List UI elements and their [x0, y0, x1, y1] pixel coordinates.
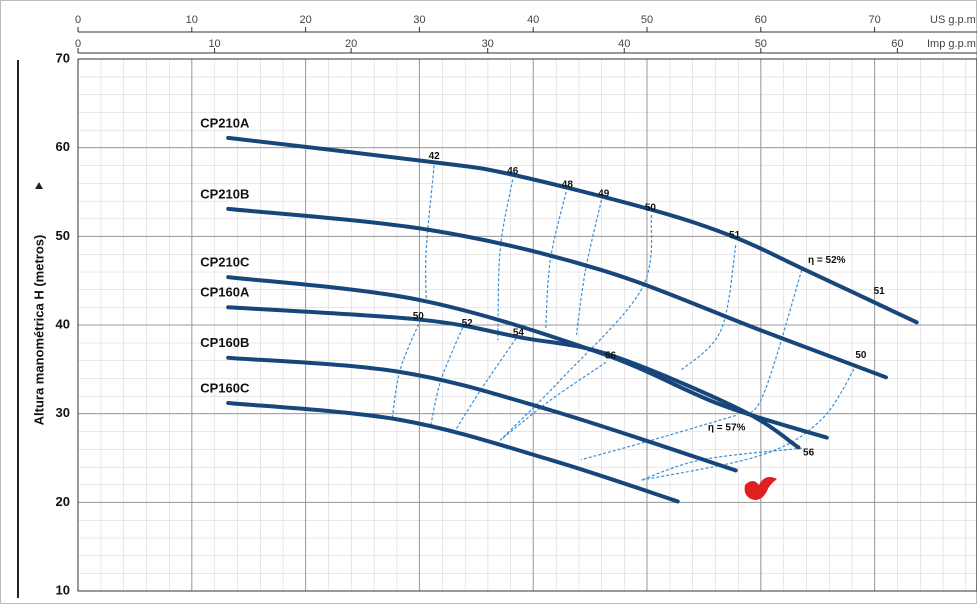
efficiency-label: 54 — [513, 328, 525, 339]
x-tick-label: 30 — [413, 14, 425, 26]
x-axis-label: US g.p.m — [930, 14, 976, 26]
x-tick-label: 50 — [641, 14, 653, 26]
x-tick-label: 0 — [75, 14, 81, 26]
y-tick-label: 60 — [56, 139, 70, 154]
y-tick-label: 20 — [56, 494, 70, 509]
x-tick-label: 10 — [186, 14, 198, 26]
curve-label: CP210B — [200, 186, 249, 201]
efficiency-label: 51 — [729, 230, 741, 241]
curve-label: CP160C — [200, 380, 250, 395]
y-tick-label: 30 — [56, 405, 70, 420]
y-tick-label: 40 — [56, 316, 70, 331]
y-tick-label: 70 — [56, 50, 70, 65]
curve-label: CP160A — [200, 285, 250, 300]
efficiency-label: 52 — [462, 318, 474, 329]
efficiency-label: 50 — [855, 350, 867, 361]
curve-label: CP210C — [200, 255, 250, 270]
x-tick-label: 20 — [299, 14, 311, 26]
x2-axis-label: Imp g.p.m — [927, 38, 976, 50]
efficiency-label: 51 — [874, 286, 886, 297]
y-axis-label: Altura manométrica H (metros) — [31, 235, 46, 426]
efficiency-label: 56 — [803, 447, 815, 458]
efficiency-label: 42 — [429, 151, 441, 162]
x-tick-label: 40 — [527, 14, 539, 26]
efficiency-label: η = 57% — [708, 422, 746, 433]
curve-label: CP210A — [200, 115, 250, 130]
efficiency-label: 50 — [645, 203, 657, 214]
efficiency-label: 50 — [413, 311, 425, 322]
efficiency-label: 49 — [598, 188, 610, 199]
y-tick-label: 10 — [56, 582, 70, 597]
curve-label: CP160B — [200, 335, 249, 350]
efficiency-label: 48 — [562, 180, 574, 191]
efficiency-label: η = 52% — [808, 255, 846, 266]
efficiency-label: 56 — [605, 351, 617, 362]
chart: Altura manométrica H (metros) 10 20 30 40 50… — [0, 0, 977, 604]
efficiency-label: 46 — [507, 166, 519, 177]
y-tick-label: 50 — [56, 228, 70, 243]
x-tick-label: 60 — [755, 14, 767, 26]
x-tick-label: 70 — [868, 14, 880, 26]
